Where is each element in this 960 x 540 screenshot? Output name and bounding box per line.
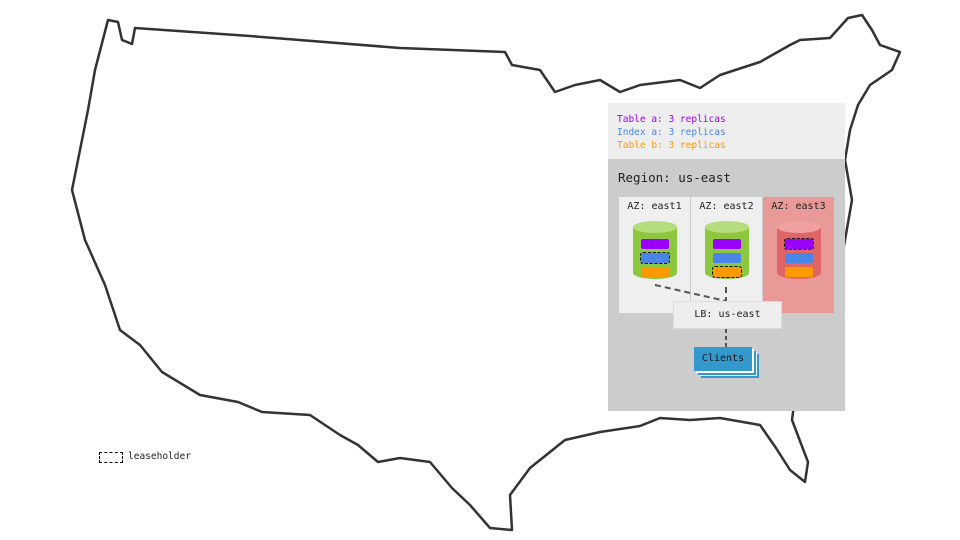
database-node-icon	[705, 221, 749, 285]
table-a-replica	[713, 239, 741, 249]
az-label: AZ: east3	[771, 201, 826, 212]
legend-table-a: Table a: 3 replicas	[617, 114, 726, 125]
connection-lines	[654, 284, 727, 347]
az-east2: AZ: east2	[691, 197, 762, 313]
database-node-icon	[777, 221, 821, 285]
index-a-replica	[713, 253, 741, 263]
table-b-replica	[785, 267, 813, 277]
region-us-east: Region: us-east AZ: east1 AZ: east2 AZ: …	[608, 159, 845, 411]
index-a-replica	[785, 253, 813, 263]
legend-index-a: Index a: 3 replicas	[617, 127, 726, 138]
replica-legend: Table a: 3 replicas Index a: 3 replicas …	[608, 103, 845, 159]
database-node-icon	[633, 221, 677, 285]
table-b-replica	[641, 267, 669, 277]
table-a-replica	[641, 239, 669, 249]
az-east1: AZ: east1	[619, 197, 690, 313]
table-b-leaseholder	[712, 266, 742, 278]
legend-table-b: Table b: 3 replicas	[617, 140, 726, 151]
region-title: Region: us-east	[618, 170, 731, 185]
clients: Clients	[694, 347, 752, 371]
load-balancer: LB: us-east	[673, 301, 782, 329]
az-label: AZ: east1	[627, 201, 682, 212]
leaseholder-key-label: leaseholder	[128, 451, 191, 462]
az-label: AZ: east2	[699, 201, 754, 212]
leaseholder-key-icon	[99, 452, 123, 463]
table-a-leaseholder	[784, 238, 814, 250]
az-east3: AZ: east3	[763, 197, 834, 313]
index-a-leaseholder	[640, 252, 670, 264]
